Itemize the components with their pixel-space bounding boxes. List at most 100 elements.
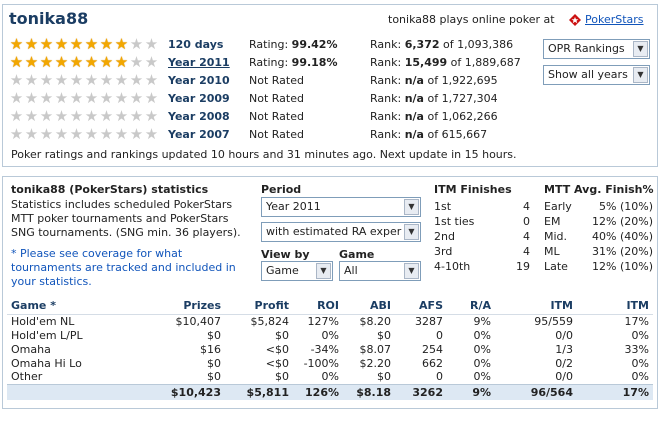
star-icon: ★ (54, 53, 69, 71)
star-icon: ★ (84, 53, 99, 71)
estimate-select[interactable]: with estimated RA exper ▼ (261, 222, 421, 242)
table-cell: <$0 (265, 356, 289, 370)
rating-value: Rating: 99.18% (249, 56, 338, 69)
period-select[interactable]: Year 2011 ▼ (261, 197, 421, 217)
mtt-finish-value: 40% (40%) (592, 230, 653, 243)
star-icon: ★ (144, 125, 159, 143)
game-select[interactable]: All ▼ (339, 261, 421, 281)
rank-total: of 1,922,695 (427, 74, 498, 87)
ratings-panel: tonika88 tonika88 plays online poker at … (2, 4, 658, 167)
rating-label: Not Rated (249, 74, 304, 87)
rating-value: Not Rated (249, 92, 304, 105)
column-header-game[interactable]: Game * (7, 297, 157, 315)
table-cell: 662 (422, 356, 443, 370)
table-cell: 0% (473, 342, 491, 356)
pokerstars-link[interactable]: PokerStars (585, 13, 644, 26)
stats-desc-line: MTT poker tournaments and PokerStars (11, 212, 229, 225)
star-icon: ★ (69, 53, 84, 71)
table-cell: $0 (207, 356, 221, 370)
chevron-down-icon: ▼ (316, 263, 331, 279)
table-cell: 17% (624, 314, 649, 328)
star-icon: ★ (84, 125, 99, 143)
star-icon: ★ (144, 35, 159, 53)
years-select-value: Show all years (548, 68, 628, 81)
star-icon: ★ (129, 53, 144, 71)
coverage-note-line: your statistics. (11, 275, 92, 288)
rank-label: Rank: (370, 128, 402, 141)
star-icon: ★ (54, 89, 69, 107)
table-cell: 127% (307, 314, 339, 328)
table-cell: 0% (631, 356, 649, 370)
table-cell: $5,824 (250, 314, 290, 328)
table-cell: 0/0 (555, 370, 573, 384)
column-header[interactable]: Prizes (157, 297, 225, 315)
rating-period: 120 days (168, 38, 224, 51)
pokerstars-logo-icon (569, 14, 581, 26)
rank-label: Rank: (370, 92, 402, 105)
viewby-select[interactable]: Game ▼ (261, 261, 333, 281)
rating-value: Not Rated (249, 74, 304, 87)
itm-finish-label: 3rd (434, 245, 453, 258)
rating-label: Rating: (249, 38, 289, 51)
star-icon: ★ (24, 35, 39, 53)
column-header[interactable]: ABI (343, 297, 395, 315)
table-cell: 0% (321, 328, 339, 342)
rating-period: Year 2009 (168, 92, 230, 105)
table-cell: 0% (631, 370, 649, 384)
rating-value: Not Rated (249, 110, 304, 123)
rank-label: Rank: (370, 56, 402, 69)
itm-finish-value: 4 (523, 200, 530, 213)
star-icon: ★ (9, 125, 24, 143)
star-icon: ★ (99, 125, 114, 143)
column-header[interactable]: ITM (495, 297, 577, 315)
coverage-note-line[interactable]: * Please see coverage for what (11, 247, 183, 260)
game-label: Game (339, 248, 375, 261)
viewby-label: View by (261, 248, 310, 261)
table-cell: $0 (377, 370, 391, 384)
column-header[interactable]: AFS (395, 297, 447, 315)
column-header[interactable]: ITM (577, 297, 653, 315)
star-rating: ★ ★ ★ ★ ★ ★ ★ ★ ★ ★ (9, 108, 159, 124)
star-icon: ★ (24, 53, 39, 71)
mtt-finish-label: ML (544, 245, 560, 258)
game-name-cell: Other (11, 370, 43, 384)
rank-number: 15,499 (404, 56, 448, 69)
table-total-row: $10,423 $5,811 126% $8.18 3262 9% 96/564 17% (7, 383, 653, 400)
table-row: Hold'em NL $10,407 $5,824 127% $8.20 3287 9% 95… (7, 314, 653, 328)
column-header[interactable]: Profit (225, 297, 293, 315)
star-icon: ★ (24, 71, 39, 89)
star-icon: ★ (9, 35, 24, 53)
table-row: Omaha $16 <$0 -34% $8.07 254 0% 1/3 33% (7, 342, 653, 356)
mtt-finish-value: 12% (20%) (592, 215, 653, 228)
viewby-select-value: Game (266, 264, 299, 277)
rankings-select[interactable]: OPR Rankings ▼ (543, 39, 650, 59)
games-table: Game * Prizes Profit ROI ABI AFS R/A ITM ITM Hol… (7, 297, 653, 400)
star-icon: ★ (129, 71, 144, 89)
stats-title: tonika88 (PokerStars) statistics (11, 183, 209, 196)
years-select[interactable]: Show all years ▼ (543, 65, 650, 85)
rating-value: Rating: 99.42% (249, 38, 338, 51)
star-rating: ★ ★ ★ ★ ★ ★ ★ ★ ★ ★ (9, 90, 159, 106)
star-icon: ★ (129, 89, 144, 107)
rank-value: Rank: n/a of 1,922,695 (370, 74, 498, 87)
total-cell (7, 383, 157, 400)
chevron-down-icon: ▼ (404, 263, 419, 279)
column-header[interactable]: ROI (293, 297, 343, 315)
rating-period[interactable]: Year 2011 (168, 56, 230, 69)
total-cell: 9% (447, 383, 495, 400)
rating-percent: 99.18% (291, 56, 338, 69)
coverage-note-line: tournaments are tracked and included in (11, 261, 236, 274)
table-cell: <$0 (265, 342, 289, 356)
estimate-select-value: with estimated RA exper (266, 225, 402, 238)
rating-period: Year 2007 (168, 128, 230, 141)
star-icon: ★ (84, 35, 99, 53)
column-header[interactable]: R/A (447, 297, 495, 315)
stats-desc-line: SNG tournaments. (SNG min. 36 players). (11, 226, 241, 239)
star-icon: ★ (39, 107, 54, 125)
star-icon: ★ (69, 35, 84, 53)
star-icon: ★ (99, 71, 114, 89)
star-icon: ★ (84, 89, 99, 107)
total-cell: $8.18 (343, 383, 395, 400)
star-icon: ★ (39, 35, 54, 53)
star-icon: ★ (24, 125, 39, 143)
